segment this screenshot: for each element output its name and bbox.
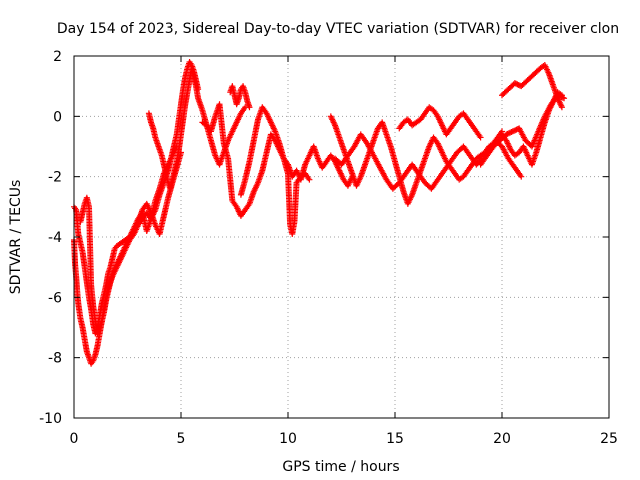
tick-layer: 0 5 10 15 20 25 -10 -8 -6 -4 -2 0 2 [39,49,618,447]
y-tick-label: -10 [39,411,62,427]
series-track-m [499,89,565,168]
x-axis-label: GPS time / hours [282,459,399,475]
series-track-c [77,143,180,337]
chart-title: Day 154 of 2023, Sidereal Day-to-day VTE… [57,21,619,37]
series-track-h [327,113,505,207]
x-tick-label: 0 [70,431,79,447]
y-tick-label: -6 [48,290,62,306]
data-point [561,95,568,102]
x-tick-label: 5 [177,431,186,447]
x-tick-label: 15 [386,431,404,447]
series-track-i [332,131,525,192]
y-axis-label: SDTVAR / TECUs [8,180,24,295]
series-track-j [396,104,484,141]
series-layer [71,59,568,367]
y-tick-label: -8 [48,351,62,367]
x-tick-label: 20 [493,431,511,447]
data-point [477,134,484,141]
data-point [558,92,565,99]
data-point [246,104,253,111]
y-tick-label: 0 [53,109,62,125]
x-tick-label: 10 [279,431,297,447]
data-point [558,104,565,111]
x-tick-label: 25 [600,431,618,447]
series-track-g [227,83,253,111]
y-tick-label: -4 [48,230,62,246]
series-track-f [237,104,313,237]
y-tick-label: 2 [53,49,62,65]
data-point [518,173,525,180]
data-point [306,176,313,183]
grid-layer [74,56,609,418]
y-tick-label: -2 [48,170,62,186]
series-track-d [145,65,249,192]
